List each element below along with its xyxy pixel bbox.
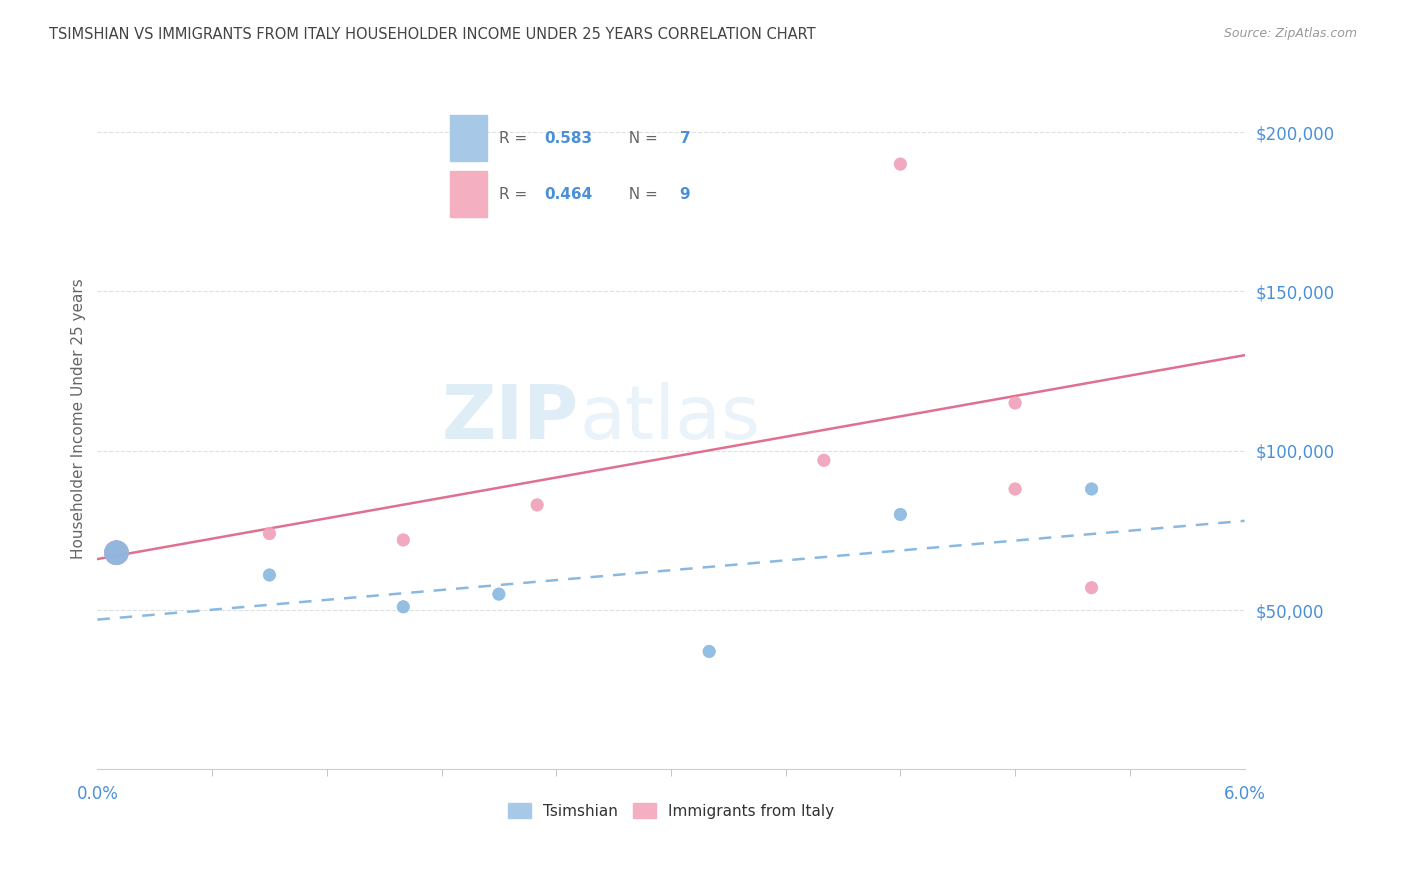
Point xyxy=(392,599,415,614)
Point xyxy=(889,508,911,522)
Point xyxy=(1004,482,1026,496)
Point xyxy=(259,526,281,541)
Point xyxy=(697,644,720,658)
Point xyxy=(392,533,415,547)
Text: Source: ZipAtlas.com: Source: ZipAtlas.com xyxy=(1223,27,1357,40)
Y-axis label: Householder Income Under 25 years: Householder Income Under 25 years xyxy=(72,278,86,559)
Point xyxy=(105,546,128,560)
Point xyxy=(1080,482,1102,496)
Text: ZIP: ZIP xyxy=(441,383,579,456)
Text: atlas: atlas xyxy=(579,383,761,456)
Text: TSIMSHIAN VS IMMIGRANTS FROM ITALY HOUSEHOLDER INCOME UNDER 25 YEARS CORRELATION: TSIMSHIAN VS IMMIGRANTS FROM ITALY HOUSE… xyxy=(49,27,815,42)
Point xyxy=(813,453,835,467)
Point xyxy=(488,587,510,601)
Legend: Tsimshian, Immigrants from Italy: Tsimshian, Immigrants from Italy xyxy=(502,797,841,825)
Point xyxy=(1080,581,1102,595)
Point xyxy=(105,546,128,560)
Point xyxy=(526,498,548,512)
Point xyxy=(259,568,281,582)
Point xyxy=(1004,396,1026,410)
Point xyxy=(889,157,911,171)
